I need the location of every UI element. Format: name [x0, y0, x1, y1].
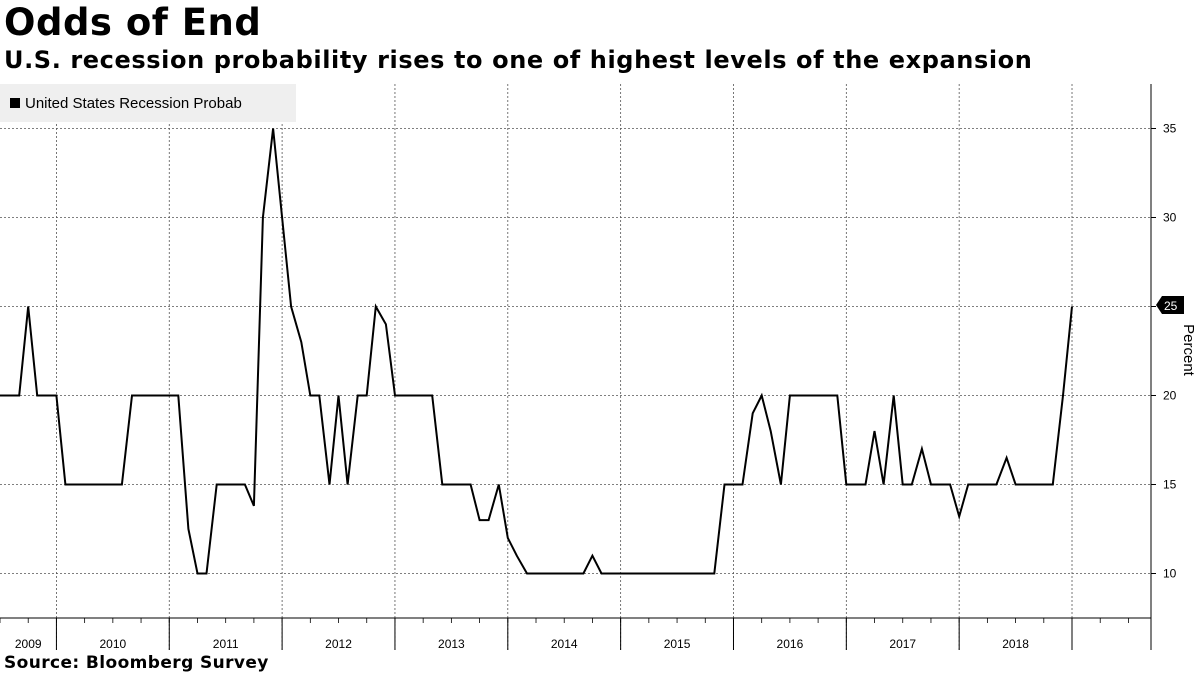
y-tick-label: 30	[1163, 211, 1177, 225]
y-axis-label: Percent	[1180, 324, 1197, 377]
x-tick-label: 2010	[99, 637, 126, 651]
y-tick-label: 20	[1163, 389, 1177, 403]
y-tick-label: 35	[1163, 122, 1177, 136]
horizontal-gridlines	[0, 128, 1156, 574]
series-line	[0, 128, 1073, 575]
x-tick-label: 2015	[664, 637, 691, 651]
last-value-badge	[1156, 296, 1184, 314]
chart-title: Odds of End	[4, 1, 262, 44]
y-tick-label: 10	[1163, 567, 1177, 581]
y-tick-label: 15	[1163, 478, 1177, 492]
last-value-tag: 25	[1156, 296, 1184, 314]
chart-subtitle: U.S. recession probability rises to one …	[4, 46, 1033, 74]
chart-axes	[0, 84, 1152, 650]
x-tick-labels: 2009 2010 2011 2012 2013 2014 2015 2016 2017 2018	[15, 637, 1029, 651]
x-tick-label: 2009	[15, 637, 42, 651]
x-tick-label: 2011	[213, 637, 239, 651]
legend: United States Recession Probab	[0, 84, 296, 122]
series-layer	[0, 128, 1073, 575]
x-tick-label: 2012	[325, 637, 352, 651]
vertical-gridlines	[0, 84, 1129, 650]
last-value-label: 25	[1164, 299, 1178, 313]
source-note: Source: Bloomberg Survey	[4, 653, 269, 673]
y-tick-labels: 10 15 20 25 30 35	[1163, 122, 1177, 581]
legend-swatch	[10, 98, 20, 108]
legend-background	[0, 84, 296, 122]
x-tick-label: 2013	[438, 637, 465, 651]
legend-entry: United States Recession Probab	[25, 95, 242, 112]
x-tick-label: 2018	[1002, 637, 1029, 651]
x-tick-label: 2016	[777, 637, 804, 651]
x-tick-label: 2014	[551, 637, 578, 651]
x-tick-label: 2017	[889, 637, 916, 651]
